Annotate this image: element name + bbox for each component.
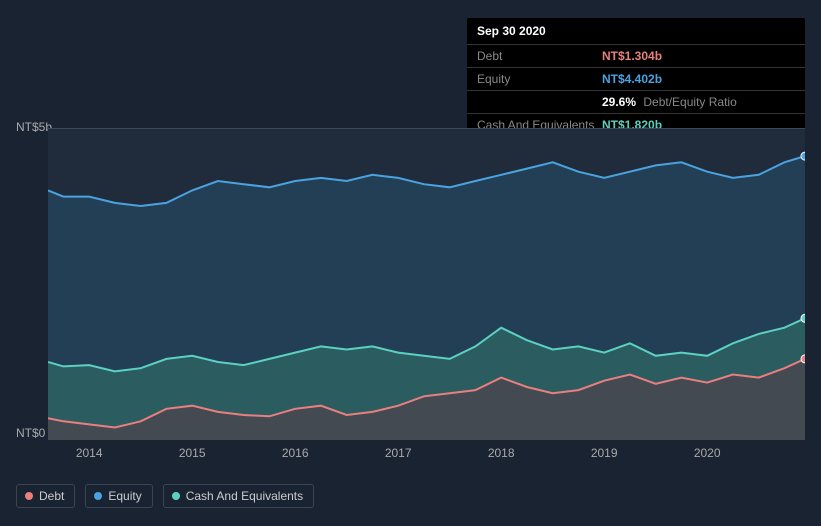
legend: Debt Equity Cash And Equivalents (16, 484, 314, 508)
info-row-ratio: 29.6% Debt/Equity Ratio (467, 91, 805, 114)
x-tick: 2014 (76, 446, 103, 460)
legend-label: Cash And Equivalents (186, 489, 303, 503)
end-marker-debt (801, 355, 805, 363)
ratio-label: Debt/Equity Ratio (643, 95, 736, 109)
x-tick: 2019 (591, 446, 618, 460)
y-axis-label-top: NT$5b (16, 120, 52, 134)
legend-item-debt[interactable]: Debt (16, 484, 75, 508)
info-label (477, 95, 602, 109)
chart-area: NT$5b NT$0 2014 2015 2016 2017 2018 2019 2020 (16, 120, 805, 472)
legend-dot-icon (172, 492, 180, 500)
y-axis-label-bottom: NT$0 (16, 426, 45, 440)
end-marker-equity (801, 152, 805, 160)
info-date: Sep 30 2020 (467, 18, 805, 45)
info-label: Debt (477, 49, 602, 63)
legend-item-equity[interactable]: Equity (85, 484, 152, 508)
info-value: NT$4.402b (602, 72, 662, 86)
x-tick: 2017 (385, 446, 412, 460)
x-tick: 2015 (179, 446, 206, 460)
info-panel: Sep 30 2020 Debt NT$1.304b Equity NT$4.4… (467, 18, 805, 136)
legend-label: Debt (39, 489, 64, 503)
end-marker-cash (801, 314, 805, 322)
legend-label: Equity (108, 489, 141, 503)
legend-dot-icon (25, 492, 33, 500)
info-value: NT$1.304b (602, 49, 662, 63)
legend-dot-icon (94, 492, 102, 500)
x-tick: 2018 (488, 446, 515, 460)
ratio-percent: 29.6% (602, 95, 636, 109)
info-row-debt: Debt NT$1.304b (467, 45, 805, 68)
chart-plot[interactable] (48, 128, 805, 440)
info-label: Equity (477, 72, 602, 86)
chart-svg (48, 128, 805, 440)
x-axis-ticks: 2014 2015 2016 2017 2018 2019 2020 (48, 446, 805, 460)
x-tick: 2020 (694, 446, 721, 460)
info-row-equity: Equity NT$4.402b (467, 68, 805, 91)
legend-item-cash[interactable]: Cash And Equivalents (163, 484, 314, 508)
x-tick: 2016 (282, 446, 309, 460)
